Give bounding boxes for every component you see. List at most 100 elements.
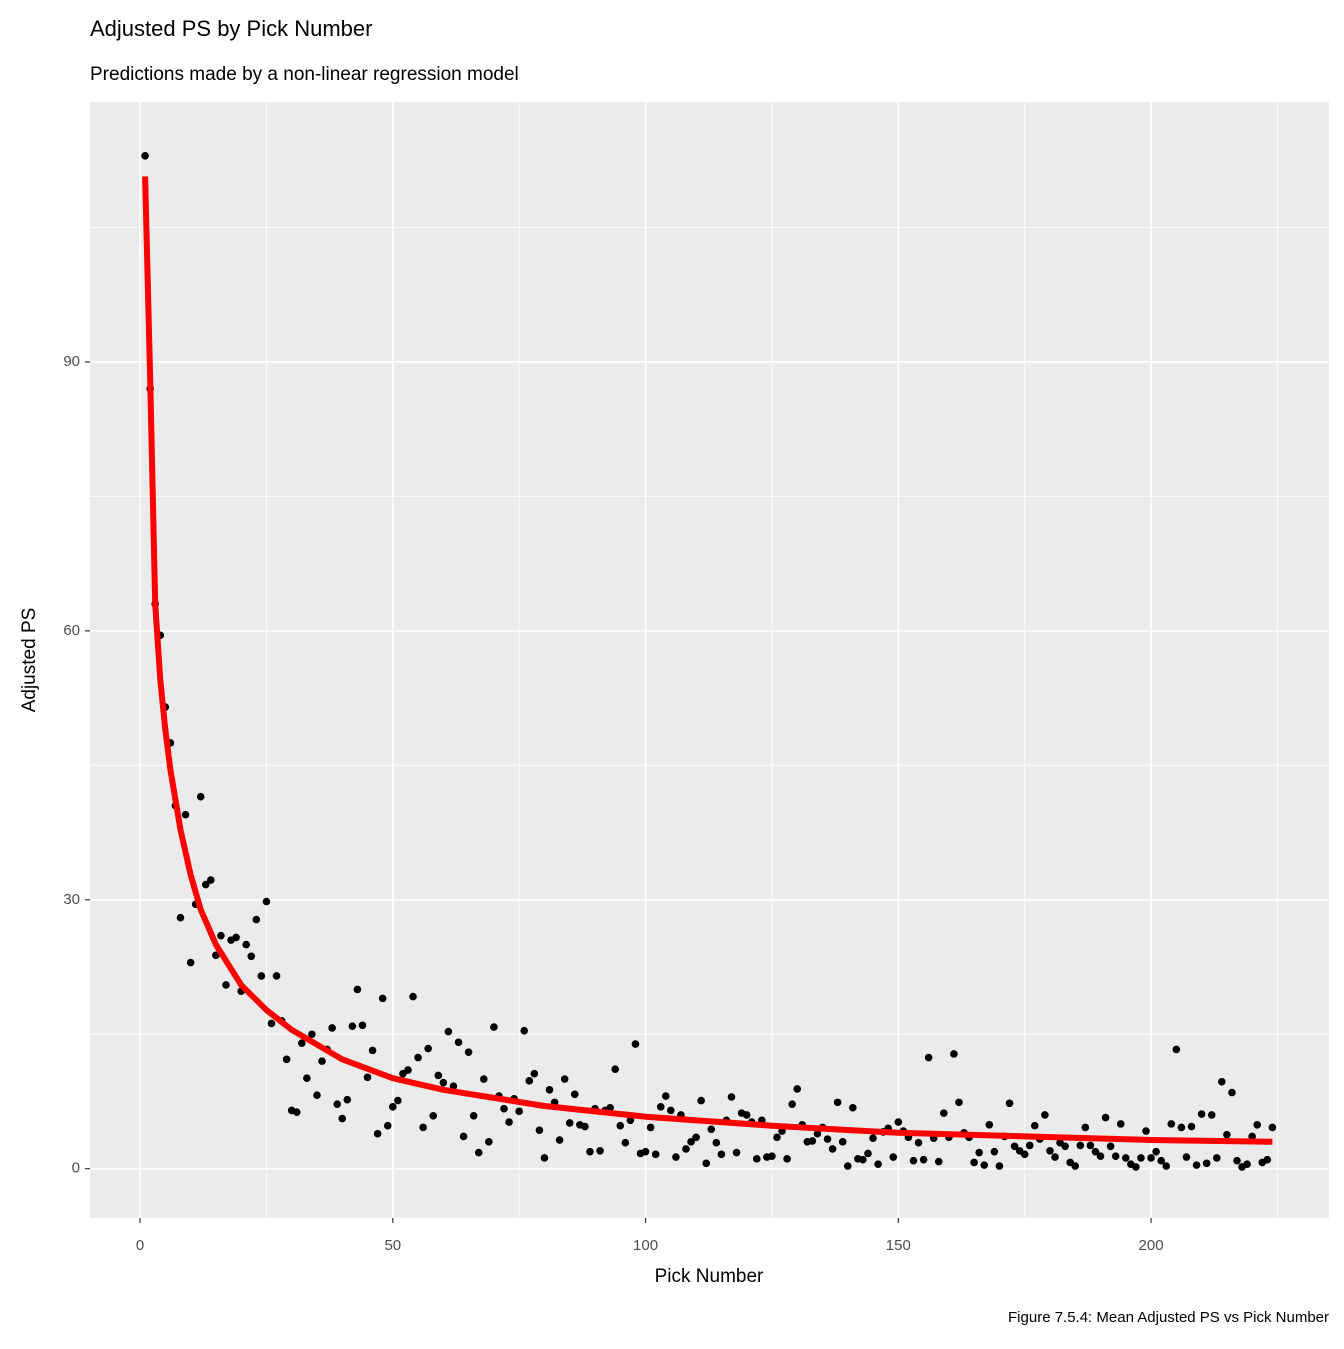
point — [1096, 1152, 1105, 1160]
point — [869, 1134, 877, 1143]
point — [500, 1104, 508, 1113]
point — [924, 1053, 933, 1062]
y-tick-label: 90 — [63, 353, 80, 370]
point — [626, 1116, 635, 1125]
point — [606, 1103, 614, 1112]
point — [1228, 1088, 1236, 1097]
marks — [141, 151, 1277, 1171]
point — [828, 1145, 837, 1153]
point — [530, 1069, 539, 1078]
point — [586, 1147, 594, 1156]
point — [631, 1040, 640, 1048]
y-tick-label: 60 — [63, 622, 80, 639]
point — [217, 931, 225, 940]
y-tick-label: 30 — [63, 891, 80, 908]
point — [490, 1023, 498, 1031]
point — [429, 1112, 438, 1120]
point — [181, 810, 190, 819]
point — [672, 1153, 680, 1161]
point — [1233, 1156, 1241, 1165]
point — [267, 1019, 276, 1028]
point — [1106, 1142, 1115, 1151]
point — [212, 951, 220, 960]
point — [1187, 1122, 1196, 1131]
point — [646, 1123, 655, 1132]
point — [201, 880, 210, 889]
point — [469, 1112, 478, 1120]
point — [934, 1157, 943, 1166]
point — [141, 151, 149, 160]
point — [1086, 1141, 1095, 1150]
point — [717, 1150, 726, 1159]
point — [328, 1024, 336, 1032]
point — [419, 1123, 427, 1132]
point — [1051, 1153, 1059, 1161]
point — [186, 958, 195, 967]
point — [282, 1055, 291, 1064]
point — [1243, 1160, 1251, 1169]
point — [838, 1138, 847, 1146]
point — [914, 1138, 923, 1147]
point — [272, 972, 281, 980]
point — [667, 1106, 675, 1115]
point — [919, 1155, 928, 1164]
point — [864, 1149, 872, 1158]
point — [257, 972, 266, 980]
point — [298, 1039, 306, 1048]
point — [1076, 1141, 1085, 1150]
point — [565, 1119, 574, 1127]
point — [394, 1096, 402, 1105]
point — [176, 913, 185, 922]
point — [611, 1065, 620, 1073]
point — [358, 1021, 367, 1030]
point — [459, 1132, 468, 1141]
point — [1061, 1142, 1069, 1151]
point — [752, 1155, 761, 1163]
point — [318, 1057, 326, 1065]
point — [1142, 1127, 1150, 1135]
point — [1263, 1155, 1272, 1164]
point — [434, 1071, 443, 1080]
point — [823, 1135, 832, 1143]
point — [196, 792, 205, 801]
point — [1152, 1147, 1160, 1156]
point — [479, 1075, 488, 1083]
point — [222, 981, 230, 989]
point — [404, 1066, 412, 1074]
point — [348, 1022, 357, 1030]
point — [363, 1073, 372, 1082]
point — [707, 1125, 716, 1134]
point — [439, 1078, 448, 1087]
point — [621, 1138, 630, 1147]
point — [535, 1126, 544, 1134]
point — [1223, 1130, 1231, 1139]
point — [702, 1159, 711, 1168]
point — [697, 1096, 705, 1105]
point — [641, 1147, 650, 1156]
point — [742, 1111, 751, 1119]
point — [1162, 1162, 1171, 1170]
point — [308, 1030, 316, 1039]
point — [303, 1074, 311, 1082]
point — [540, 1154, 549, 1162]
point — [545, 1086, 554, 1094]
point — [207, 876, 215, 884]
point — [661, 1092, 670, 1100]
point — [1248, 1132, 1256, 1141]
point — [247, 952, 256, 961]
point — [859, 1155, 867, 1164]
point — [1046, 1146, 1054, 1155]
point — [975, 1148, 983, 1157]
point — [1010, 1142, 1019, 1151]
point — [262, 897, 271, 906]
point — [985, 1120, 994, 1129]
point — [1137, 1154, 1145, 1162]
point — [1253, 1120, 1262, 1129]
point — [1202, 1159, 1211, 1168]
point — [773, 1133, 781, 1142]
point — [1182, 1153, 1191, 1161]
point — [940, 1109, 948, 1117]
point — [656, 1103, 665, 1111]
panel — [90, 102, 1329, 1218]
